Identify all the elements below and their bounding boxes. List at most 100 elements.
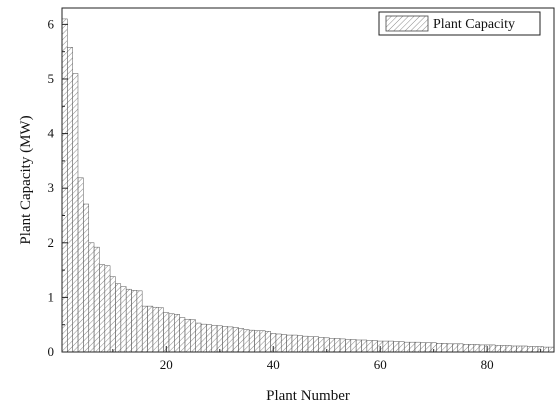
legend-swatch	[385, 15, 429, 32]
bar	[195, 322, 202, 353]
bar	[457, 343, 464, 353]
bar	[516, 345, 523, 353]
bar	[393, 341, 400, 353]
bar	[184, 318, 191, 353]
x-tick-label: 20	[160, 357, 173, 372]
bar	[329, 338, 335, 353]
y-tick-label: 4	[48, 126, 55, 141]
bar	[265, 331, 271, 353]
bar	[473, 344, 480, 353]
bar	[147, 305, 154, 353]
bar	[409, 341, 416, 353]
bar	[307, 336, 314, 353]
bar	[436, 343, 442, 353]
bar	[521, 345, 528, 353]
bar	[67, 47, 73, 353]
bar	[104, 265, 111, 353]
bar	[318, 337, 325, 353]
bar	[168, 313, 175, 353]
x-axis: 20 40 60 80	[112, 346, 542, 372]
bar	[366, 340, 373, 353]
bar	[425, 342, 432, 353]
bar	[414, 341, 421, 353]
y-axis-label: Plant Capacity (MW)	[18, 115, 34, 244]
y-tick-label: 2	[48, 235, 55, 250]
bar	[254, 330, 261, 353]
y-tick-label: 1	[48, 289, 55, 304]
bar	[131, 290, 138, 353]
bar	[339, 338, 346, 353]
bar	[243, 329, 250, 353]
plot-frame	[61, 7, 555, 353]
bar	[511, 345, 517, 353]
bar	[179, 317, 186, 353]
bar	[297, 335, 303, 353]
bar	[398, 341, 405, 353]
bar	[478, 344, 485, 353]
bar	[527, 346, 533, 353]
bar	[115, 283, 122, 353]
bar	[222, 326, 228, 353]
x-tick-label: 40	[267, 357, 280, 372]
bar	[158, 307, 164, 353]
x-tick-label: 80	[481, 357, 494, 372]
bar	[72, 73, 79, 353]
bar	[468, 344, 474, 353]
bar	[99, 264, 105, 353]
bar	[355, 339, 362, 353]
bar	[291, 334, 298, 353]
bar	[136, 290, 143, 353]
bar	[302, 335, 309, 353]
bar	[142, 305, 148, 353]
bar	[200, 323, 207, 353]
bar	[452, 343, 458, 353]
bar	[313, 336, 319, 353]
bar	[206, 324, 212, 353]
bar	[227, 326, 234, 353]
y-tick-label: 0	[48, 344, 55, 359]
bar	[77, 177, 84, 353]
bar	[61, 18, 68, 353]
bar	[286, 334, 293, 353]
bar	[216, 325, 223, 353]
bar	[238, 328, 245, 353]
y-tick-label: 5	[48, 71, 55, 86]
bar	[532, 346, 539, 353]
legend-entry: Plant Capacity	[433, 17, 515, 32]
bar-series	[61, 18, 555, 353]
bar	[548, 346, 555, 353]
bar	[120, 286, 127, 353]
bar	[441, 343, 448, 353]
bar	[211, 324, 218, 353]
y-axis: 0 1 2 3 4 5 6	[48, 16, 68, 359]
bar	[420, 342, 426, 353]
bar	[494, 345, 501, 353]
bar	[350, 339, 357, 353]
bar	[281, 334, 287, 353]
bar	[489, 344, 496, 353]
bar	[345, 339, 351, 353]
bar	[259, 330, 266, 353]
bar	[248, 329, 255, 353]
bar	[404, 341, 410, 353]
bar	[543, 346, 549, 353]
legend: Plant Capacity	[378, 11, 541, 36]
bar	[446, 343, 453, 353]
bar	[125, 288, 132, 353]
bar	[382, 340, 389, 353]
bar	[505, 345, 512, 353]
bar	[93, 246, 100, 353]
x-axis-label: Plant Number	[266, 388, 350, 404]
bar	[462, 344, 469, 353]
bar	[371, 340, 378, 353]
bar	[500, 345, 507, 353]
bar	[361, 339, 368, 353]
bar	[334, 338, 341, 353]
bar	[275, 333, 282, 353]
bar	[88, 242, 95, 353]
bar	[109, 276, 116, 353]
bar	[190, 319, 196, 353]
bar	[152, 306, 159, 353]
bar	[83, 203, 89, 353]
